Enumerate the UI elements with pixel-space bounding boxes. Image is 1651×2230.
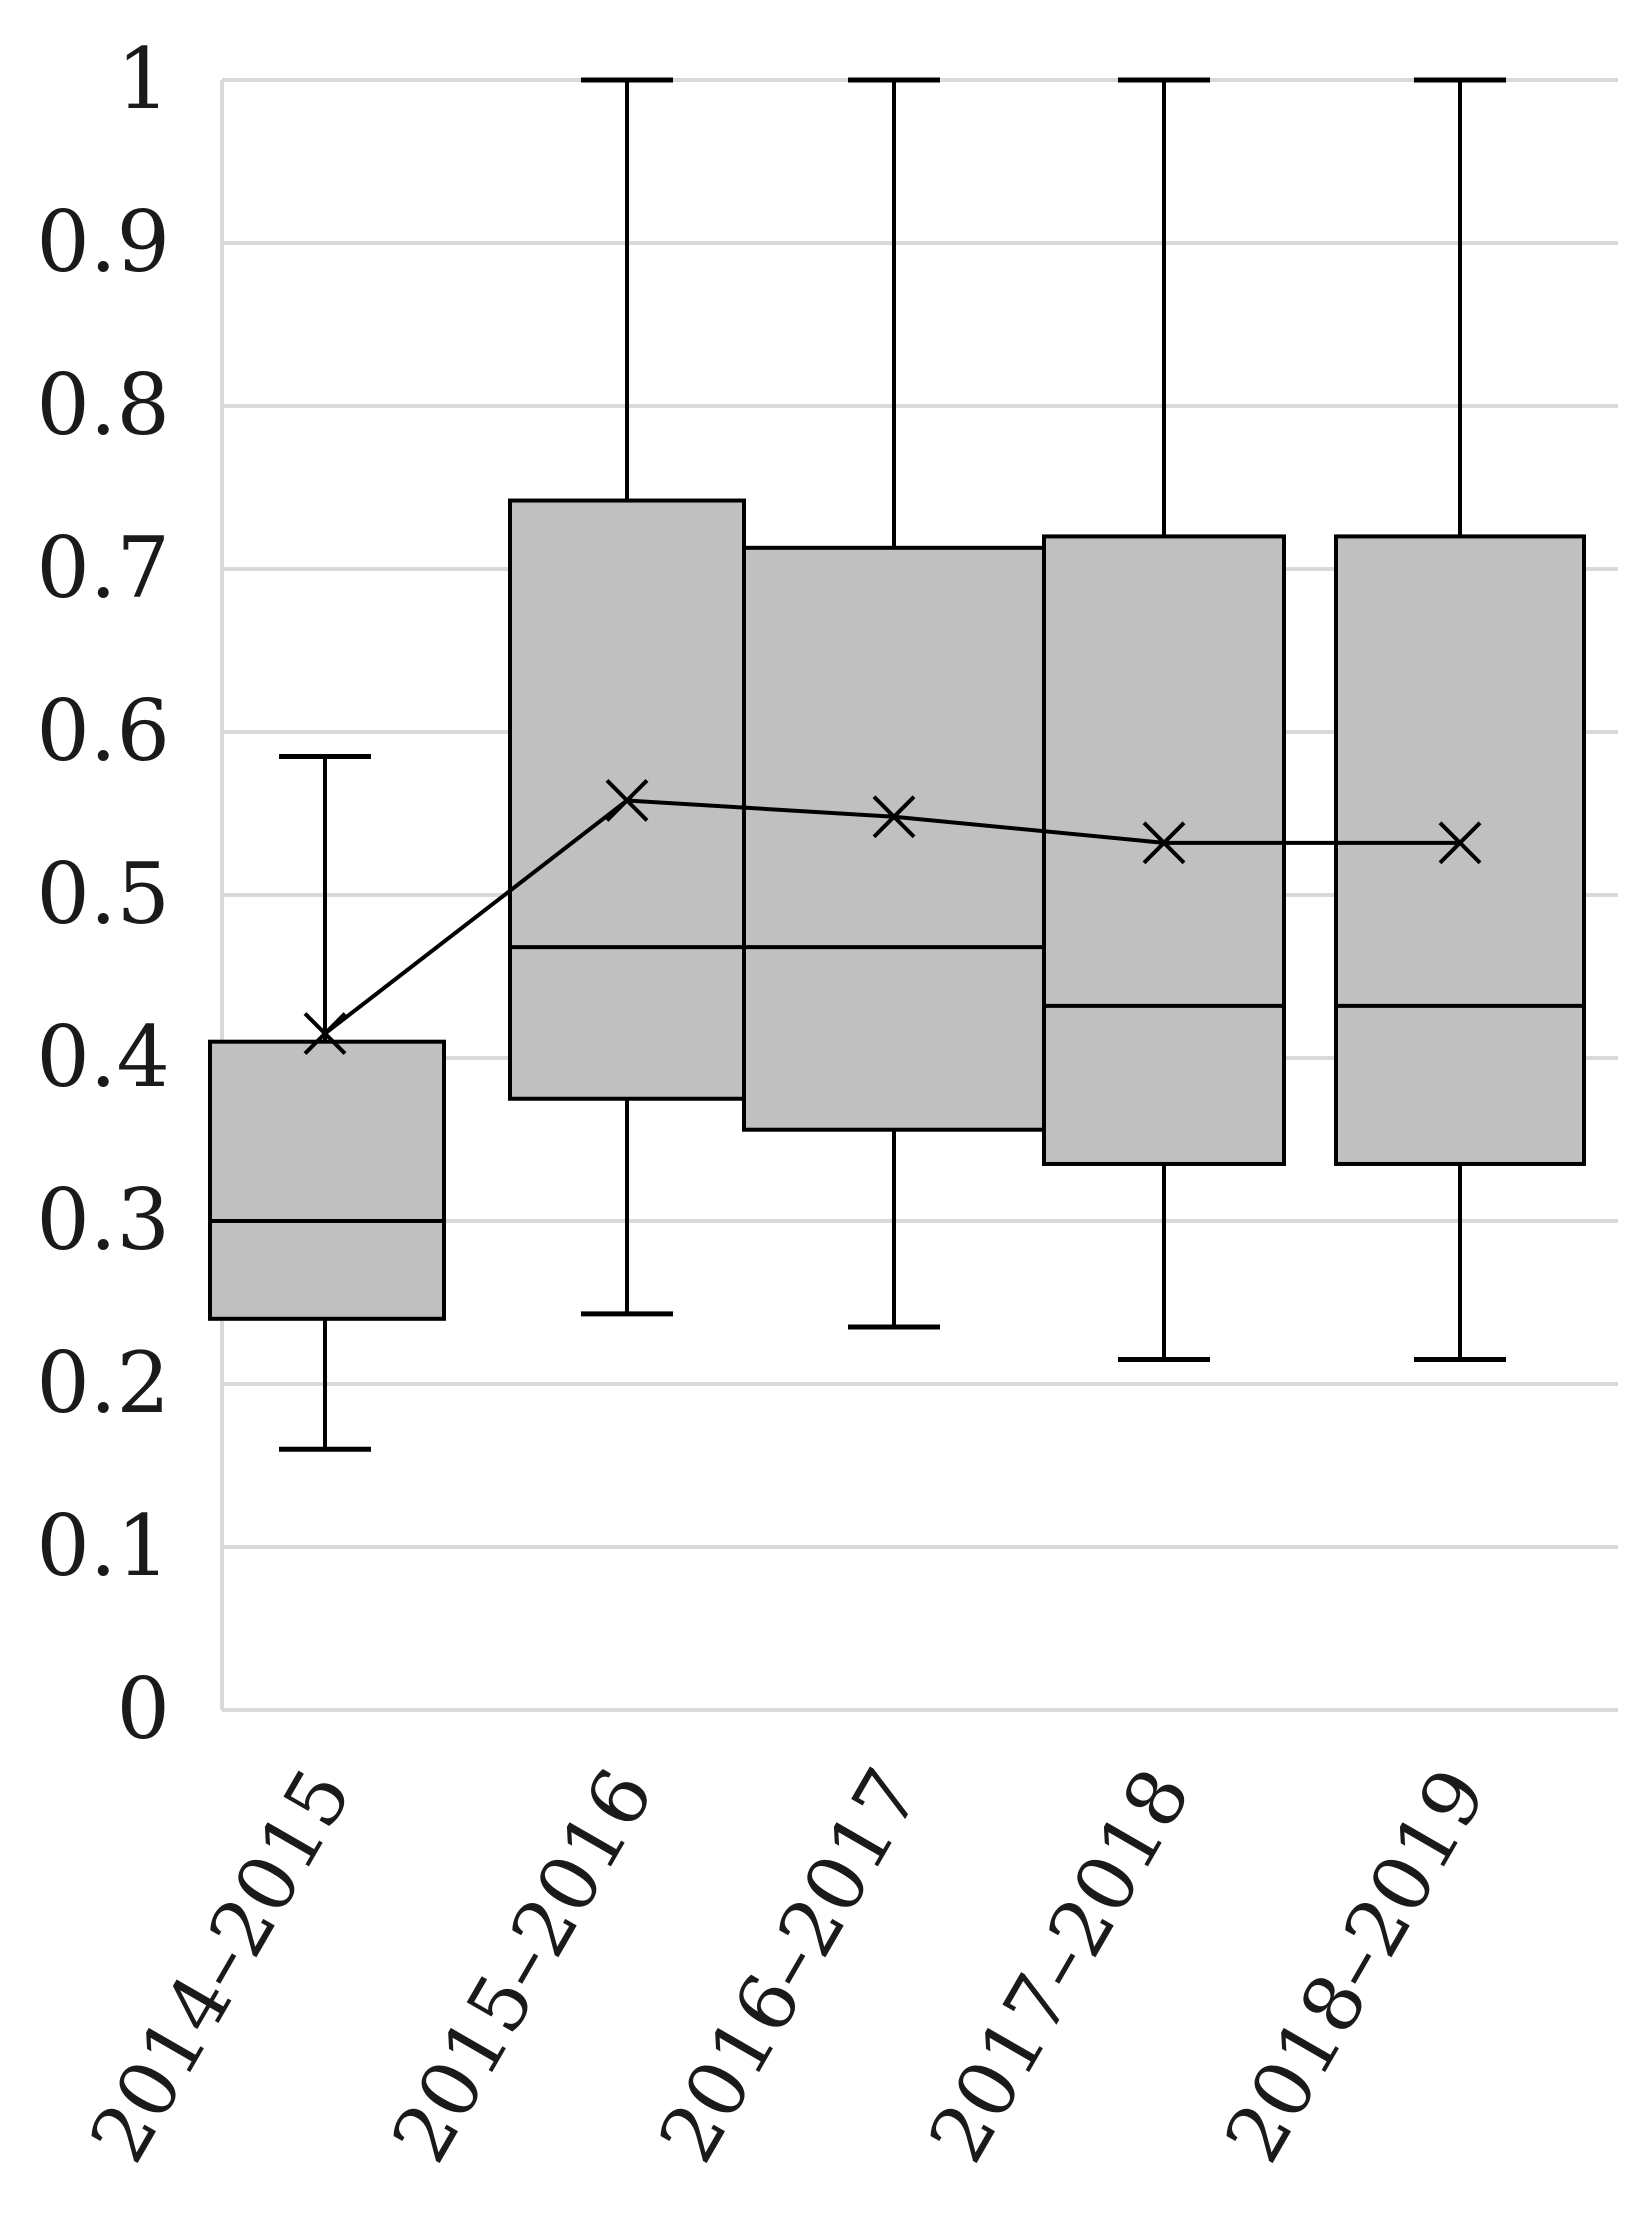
mean-marker-stroke-b [303, 1012, 347, 1055]
y-tick-label: 1 [117, 30, 170, 128]
mean-marker-stroke-b [1438, 821, 1482, 865]
mean-marker [1438, 821, 1482, 865]
y-tick-label: 0.3 [36, 1171, 170, 1269]
x-category-label: 2018–2019 [1209, 1755, 1505, 2178]
mean-marker [303, 1012, 347, 1055]
x-category-label: 2015–2016 [376, 1755, 672, 2178]
y-tick-label: 0.7 [36, 519, 170, 617]
boxes [208, 77, 1586, 1452]
x-category-label: 2014–2015 [74, 1755, 370, 2178]
y-tick-label: 0.1 [36, 1497, 170, 1595]
y-tick-label: 0.6 [36, 682, 170, 780]
y-tick-label: 0.4 [36, 1008, 170, 1106]
iqr-box [1042, 534, 1286, 1166]
box-2017–2018 [1042, 77, 1286, 1363]
mean-marker [605, 779, 649, 822]
y-tick-label: 0 [117, 1660, 170, 1758]
mean-marker-stroke-b [1142, 821, 1186, 865]
y-tick-label: 0.2 [36, 1334, 170, 1432]
mean-marker-stroke-b [605, 779, 649, 822]
box-2014–2015 [208, 753, 446, 1452]
x-category-label: 2016–2017 [643, 1755, 939, 2178]
y-tick-label: 0.8 [36, 356, 170, 454]
box-2015–2016 [508, 77, 746, 1317]
mean-marker [872, 795, 916, 839]
mean-marker-stroke-b [872, 795, 916, 839]
y-tick-label: 0.9 [36, 193, 170, 291]
iqr-box [742, 545, 1046, 1132]
mean-marker [1142, 821, 1186, 865]
mean-line [303, 779, 1482, 1055]
iqr-box [208, 1039, 446, 1321]
y-axis-tick-labels: 0 0.1 0.2 0.3 0.4 0.5 0.6 0.7 0.8 0.9 1 [36, 30, 170, 1758]
y-tick-label: 0.5 [36, 845, 170, 943]
iqr-box [1334, 534, 1586, 1166]
box-2018–2019 [1334, 77, 1586, 1363]
box-2016–2017 [742, 77, 1046, 1330]
x-category-label: 2017–2018 [913, 1755, 1209, 2178]
